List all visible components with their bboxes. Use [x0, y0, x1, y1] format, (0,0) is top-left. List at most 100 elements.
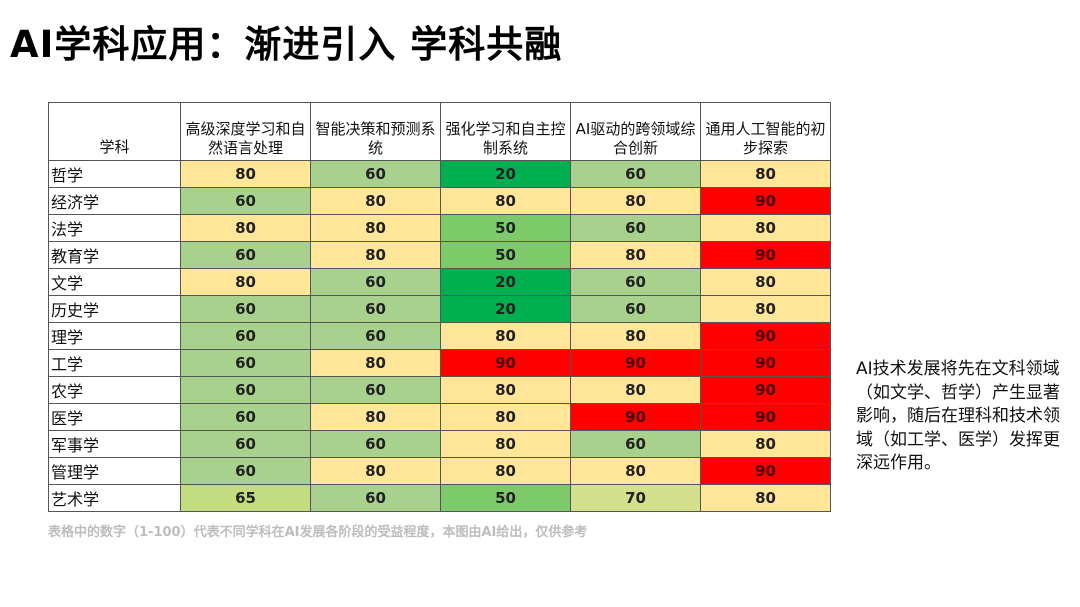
- heatmap-cell: 80: [440, 322, 571, 350]
- row-label: 法学: [48, 214, 181, 242]
- heatmap-cell: 80: [310, 457, 441, 485]
- table-row: 农学 60 60 80 80 90: [48, 376, 831, 404]
- column-header: AI驱动的跨领域综合创新: [570, 102, 701, 161]
- row-header: 学科: [48, 102, 181, 161]
- table-row: 工学 60 80 90 90 90: [48, 349, 831, 377]
- heatmap-cell: 60: [180, 376, 311, 404]
- column-header: 高级深度学习和自然语言处理: [180, 102, 311, 161]
- heatmap-cell: 90: [700, 403, 831, 431]
- row-label: 农学: [48, 376, 181, 404]
- heatmap-cell: 20: [440, 268, 571, 296]
- heatmap-cell: 60: [570, 430, 701, 458]
- heatmap-cell: 80: [310, 241, 441, 269]
- heatmap-cell: 80: [570, 376, 701, 404]
- heatmap-cell: 60: [310, 484, 441, 512]
- heatmap-cell: 60: [180, 349, 311, 377]
- heatmap-cell: 80: [180, 214, 311, 242]
- footnote: 表格中的数字（1-100）代表不同学科在AI发展各阶段的受益程度，本图由AI给出…: [48, 525, 588, 540]
- heatmap-cell: 90: [570, 403, 701, 431]
- heatmap-cell: 60: [570, 268, 701, 296]
- table-row: 理学 60 60 80 80 90: [48, 322, 831, 350]
- heatmap-cell: 60: [180, 457, 311, 485]
- heatmap-cell: 80: [570, 187, 701, 215]
- heatmap-cell: 60: [310, 160, 441, 188]
- row-label: 经济学: [48, 187, 181, 215]
- heatmap-cell: 80: [180, 160, 311, 188]
- heatmap-cell: 80: [700, 484, 831, 512]
- heatmap-cell: 80: [700, 268, 831, 296]
- heatmap-cell: 60: [180, 322, 311, 350]
- row-label: 管理学: [48, 457, 181, 485]
- heatmap-cell: 65: [180, 484, 311, 512]
- heatmap-cell: 80: [570, 457, 701, 485]
- heatmap-cell: 60: [310, 430, 441, 458]
- heatmap-cell: 60: [570, 295, 701, 323]
- heatmap-cell: 60: [180, 430, 311, 458]
- heatmap-cell: 60: [310, 268, 441, 296]
- table-row: 艺术学 65 60 50 70 80: [48, 484, 831, 512]
- column-header: 通用人工智能的初步探索: [700, 102, 831, 161]
- heatmap-cell: 60: [570, 214, 701, 242]
- heatmap-cell: 80: [440, 457, 571, 485]
- heatmap-cell: 80: [440, 376, 571, 404]
- row-label: 文学: [48, 268, 181, 296]
- heatmap-cell: 80: [700, 295, 831, 323]
- heatmap-cell: 80: [310, 214, 441, 242]
- heatmap-cell: 80: [700, 430, 831, 458]
- heatmap-cell: 80: [700, 214, 831, 242]
- table-row: 医学 60 80 80 90 90: [48, 403, 831, 431]
- row-label: 艺术学: [48, 484, 181, 512]
- heatmap-cell: 20: [440, 160, 571, 188]
- row-label: 历史学: [48, 295, 181, 323]
- heatmap-cell: 60: [180, 403, 311, 431]
- side-commentary: AI技术发展将先在文科领域（如文学、哲学）产生显著影响，随后在理科和技术领域（如…: [856, 359, 1060, 473]
- heatmap-cell: 80: [700, 160, 831, 188]
- heatmap-cell: 60: [310, 295, 441, 323]
- heatmap-cell: 60: [570, 160, 701, 188]
- table-row: 文学 80 60 20 60 80: [48, 268, 831, 296]
- heatmap-cell: 80: [440, 430, 571, 458]
- heatmap-cell: 50: [440, 214, 571, 242]
- table-row: 历史学 60 60 20 60 80: [48, 295, 831, 323]
- heatmap-cell: 20: [440, 295, 571, 323]
- heatmap-cell: 90: [570, 349, 701, 377]
- table-row: 经济学 60 80 80 80 90: [48, 187, 831, 215]
- row-label: 医学: [48, 403, 181, 431]
- heatmap-cell: 90: [440, 349, 571, 377]
- heatmap-cell: 80: [570, 241, 701, 269]
- heatmap-cell: 90: [700, 349, 831, 377]
- heatmap-cell: 60: [180, 187, 311, 215]
- row-label: 理学: [48, 322, 181, 350]
- row-label: 军事学: [48, 430, 181, 458]
- row-label: 工学: [48, 349, 181, 377]
- heatmap-cell: 50: [440, 241, 571, 269]
- heatmap-cell: 60: [180, 241, 311, 269]
- table-row: 哲学 80 60 20 60 80: [48, 160, 831, 188]
- column-header: 强化学习和自主控制系统: [440, 102, 571, 161]
- heatmap-table: 学科 高级深度学习和自然语言处理 智能决策和预测系统 强化学习和自主控制系统 AI驱动…: [48, 102, 831, 512]
- heatmap-cell: 90: [700, 457, 831, 485]
- table-row: 法学 80 80 50 60 80: [48, 214, 831, 242]
- heatmap-cell: 80: [310, 403, 441, 431]
- heatmap-cell: 80: [180, 268, 311, 296]
- heatmap-cell: 80: [440, 403, 571, 431]
- heatmap-cell: 60: [180, 295, 311, 323]
- heatmap-cell: 70: [570, 484, 701, 512]
- heatmap-cell: 90: [700, 241, 831, 269]
- table-row: 军事学 60 60 80 60 80: [48, 430, 831, 458]
- heatmap-cell: 50: [440, 484, 571, 512]
- heatmap-cell: 80: [310, 349, 441, 377]
- heatmap-cell: 80: [310, 187, 441, 215]
- heatmap-cell: 90: [700, 376, 831, 404]
- heatmap-cell: 80: [440, 187, 571, 215]
- heatmap-cell: 90: [700, 187, 831, 215]
- heatmap-cell: 60: [310, 322, 441, 350]
- heatmap-cell: 80: [570, 322, 701, 350]
- row-label: 哲学: [48, 160, 181, 188]
- table-row: 管理学 60 80 80 80 90: [48, 457, 831, 485]
- table-row: 教育学 60 80 50 80 90: [48, 241, 831, 269]
- column-header: 智能决策和预测系统: [310, 102, 441, 161]
- row-label: 教育学: [48, 241, 181, 269]
- heatmap-cell: 90: [700, 322, 831, 350]
- slide-title: AI学科应用：渐进引入 学科共融: [10, 23, 563, 66]
